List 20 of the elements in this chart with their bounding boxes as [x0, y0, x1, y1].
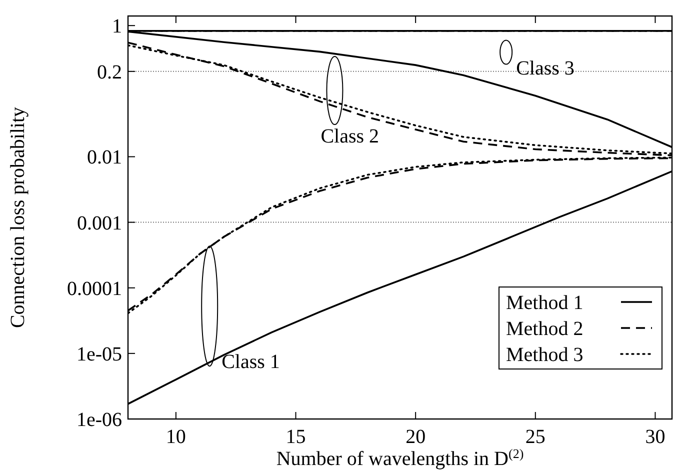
y-tick-label: 0.01 — [87, 146, 122, 169]
annotation: Class 1 — [222, 351, 280, 374]
x-tick-label: 15 — [286, 426, 306, 448]
y-tick-label: 1e-06 — [76, 409, 122, 431]
x-tick-label: 30 — [645, 426, 666, 448]
legend-label: Method 3 — [506, 344, 584, 366]
y-tick-label: 1e-05 — [76, 343, 122, 366]
legend-label: Method 1 — [506, 292, 584, 314]
annotation: Class 2 — [320, 126, 380, 148]
y-tick-label: 0.001 — [77, 212, 122, 234]
x-axis-title: Number of wavelengths in D$^{(2)}$ — [276, 446, 524, 470]
x-tick-label: 20 — [406, 426, 426, 448]
y-tick-label: 1 — [112, 16, 122, 38]
x-tick-label: 10 — [166, 426, 186, 448]
y-axis-title: Connection loss probability — [7, 106, 29, 328]
legend-label: Method 2 — [506, 318, 584, 340]
y-tick-label: 0.0001 — [67, 278, 122, 300]
x-tick-label: 25 — [525, 426, 546, 448]
annotation: Class 3 — [516, 57, 574, 80]
y-tick-label: 0.2 — [97, 61, 122, 84]
